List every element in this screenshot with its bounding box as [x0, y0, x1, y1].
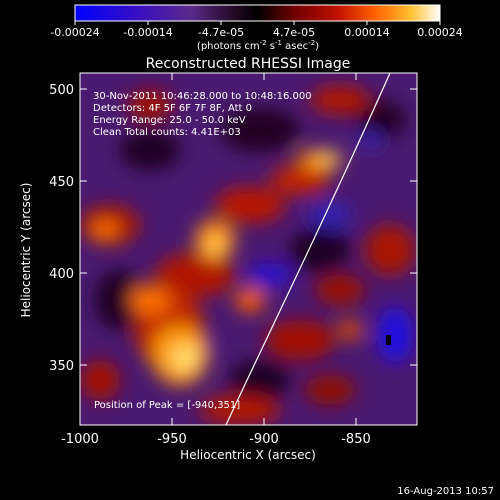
info-line-detectors: Detectors: 4F 5F 6F 7F 8F, Att 0 [93, 103, 252, 114]
colorbar-gradient [74, 4, 441, 22]
colorbar-tick-label: 4.7e-05 [273, 26, 315, 39]
colorbar-unit-label: (photons cm-2 s-1 asec-2) [197, 39, 319, 52]
y-tick-label: 400 [49, 267, 74, 282]
plot-frame [79, 72, 418, 426]
colorbar-ticks [74, 21, 441, 25]
y-tick-label: 500 [49, 83, 74, 98]
axis-ticks [79, 73, 417, 425]
peak-position-label: Position of Peak = [-940,351] [94, 400, 240, 411]
colorbar-tick-label: -4.7e-05 [198, 26, 244, 39]
x-axis-label: Heliocentric X (arcsec) [180, 448, 316, 462]
x-tick-label: -1000 [61, 432, 99, 447]
x-tick-label: -850 [341, 432, 371, 447]
image-blobs [80, 86, 415, 425]
plot-title: Reconstructed RHESSI Image [146, 56, 351, 72]
solar-limb-line [225, 73, 391, 425]
dark-spot [386, 335, 391, 345]
y-axis-label: Heliocentric Y (arcsec) [19, 183, 33, 318]
x-tick-label: -900 [249, 432, 279, 447]
colorbar-tick-label: 0.00014 [344, 26, 390, 39]
y-tick-label: 450 [49, 175, 74, 190]
info-line-clean: Clean Total counts: 4.41E+03 [93, 127, 241, 138]
info-line-time: 30-Nov-2011 10:46:28.000 to 10:48:16.000 [93, 91, 312, 102]
colorbar-tick-label: 0.00024 [417, 26, 463, 39]
timestamp: 16-Aug-2013 10:57 [397, 486, 494, 497]
rhessi-image [80, 73, 417, 425]
info-line-energy: Energy Range: 25.0 - 50.0 keV [93, 115, 246, 126]
x-tick-label: -950 [157, 432, 187, 447]
colorbar-tick-label: -0.00024 [50, 26, 99, 39]
y-tick-label: 350 [49, 359, 74, 374]
image-info: 30-Nov-2011 10:46:28.000 to 10:48:16.000… [93, 91, 312, 411]
colorbar-tick-label: -0.00014 [123, 26, 172, 39]
colorbar: -0.00024 -0.00014 -4.7e-05 4.7e-05 0.000… [50, 4, 463, 52]
